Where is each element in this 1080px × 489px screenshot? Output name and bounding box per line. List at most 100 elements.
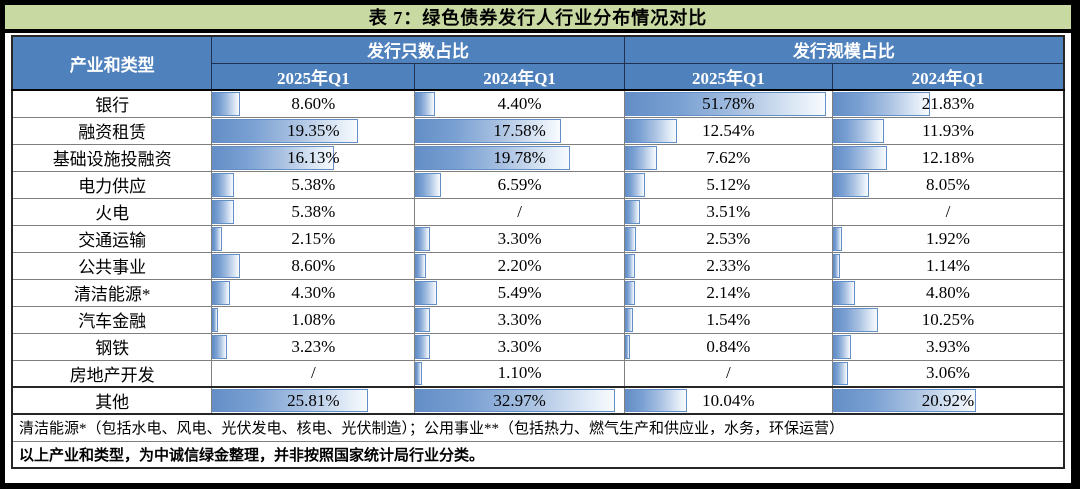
- data-cell: 10.25%: [832, 305, 1065, 334]
- data-cell: 8.60%: [211, 251, 416, 280]
- data-cell: 4.80%: [832, 278, 1065, 307]
- data-cell: 2.33%: [623, 251, 834, 280]
- data-bar: [212, 307, 219, 332]
- data-bar: [212, 172, 234, 197]
- data-cell: 3.06%: [832, 359, 1065, 388]
- cell-value: 1.14%: [926, 255, 970, 275]
- cell-value: 8.60%: [291, 93, 336, 113]
- table-title: 表 7：绿色债券发行人行业分布情况对比: [5, 5, 1071, 33]
- cell-value: 2.15%: [291, 228, 336, 248]
- data-cell: /: [623, 359, 834, 388]
- data-cell: 4.30%: [211, 278, 416, 307]
- data-bar: [415, 253, 426, 278]
- cell-value: 21.83%: [921, 93, 975, 113]
- row-label: 清洁能源*: [11, 278, 213, 307]
- data-bar: [625, 253, 636, 278]
- data-bar: [415, 361, 422, 385]
- cell-value: 3.93%: [926, 336, 970, 356]
- row-label: 汽车金融: [11, 305, 213, 334]
- data-bar: [625, 145, 657, 170]
- table-row: 电力供应 5.38% 6.59% 5.12% 8.05%: [11, 170, 1065, 199]
- data-bar: [212, 226, 223, 251]
- data-cell: 1.92%: [832, 224, 1065, 253]
- data-cell: 5.38%: [211, 197, 416, 226]
- cell-value: 3.30%: [497, 336, 542, 356]
- table-row: 融资租赁 19.35% 17.58% 12.54% 11.93%: [11, 116, 1065, 145]
- cell-value: 3.23%: [291, 336, 336, 356]
- cell-value: 3.30%: [497, 309, 542, 329]
- table-row: 公共事业 8.60% 2.20% 2.33% 1.14%: [11, 251, 1065, 280]
- data-cell: 10.04%: [623, 386, 834, 415]
- data-bar: [833, 226, 843, 251]
- table-row: 银行 8.60% 4.40% 51.78% 21.83%: [11, 89, 1065, 118]
- cell-value: 0.84%: [706, 336, 751, 356]
- data-cell: 1.10%: [414, 359, 625, 388]
- cell-value: 7.62%: [706, 147, 751, 167]
- data-cell: 16.13%: [211, 143, 416, 172]
- cell-value: 2.20%: [497, 255, 542, 275]
- table-wrap: 产业和类型 发行只数占比 发行规模占比 2025年Q1 2024年Q1 2025…: [11, 35, 1065, 469]
- data-bar: [833, 280, 855, 305]
- data-cell: 20.92%: [832, 386, 1065, 415]
- data-cell: 25.81%: [211, 386, 416, 415]
- table-row: 清洁能源* 4.30% 5.49% 2.14% 4.80%: [11, 278, 1065, 307]
- data-bar: [415, 389, 616, 412]
- cell-value: 11.93%: [922, 120, 974, 140]
- data-bar: [625, 226, 637, 251]
- data-bar: [415, 118, 562, 143]
- cell-value: 8.60%: [291, 255, 336, 275]
- data-cell: 2.53%: [623, 224, 834, 253]
- data-bar: [415, 334, 430, 359]
- data-bar: [625, 199, 641, 224]
- data-cell: 19.35%: [211, 116, 416, 145]
- data-cell: 3.23%: [211, 332, 416, 361]
- cell-value: 1.08%: [291, 309, 336, 329]
- data-cell: 8.05%: [832, 170, 1065, 199]
- cell-value: /: [517, 201, 522, 221]
- row-label: 银行: [11, 89, 213, 118]
- cell-value: 2.14%: [706, 282, 751, 302]
- cell-value: 10.25%: [921, 309, 975, 329]
- cell-value: 4.80%: [926, 282, 970, 302]
- data-cell: 32.97%: [414, 386, 625, 415]
- data-cell: 5.12%: [623, 170, 834, 199]
- data-cell: 3.93%: [832, 332, 1065, 361]
- cell-value: 25.81%: [287, 390, 340, 410]
- year-header-count-2024: 2024年Q1: [414, 62, 625, 91]
- cell-value: 6.59%: [497, 174, 542, 194]
- data-bar: [212, 389, 368, 412]
- cell-value: 51.78%: [702, 93, 755, 113]
- data-bar: [415, 92, 436, 116]
- group-header-count: 发行只数占比: [211, 35, 625, 64]
- data-bar: [625, 118, 677, 143]
- cell-value: 5.38%: [291, 174, 336, 194]
- data-cell: 12.54%: [623, 116, 834, 145]
- data-bar: [625, 172, 646, 197]
- table-row: 钢铁 3.23% 3.30% 0.84% 3.93%: [11, 332, 1065, 361]
- table-row: 其他 25.81% 32.97% 10.04% 20.92%: [11, 386, 1065, 415]
- data-bar: [212, 118, 358, 143]
- data-cell: 8.60%: [211, 89, 416, 118]
- cell-value: 10.04%: [702, 390, 755, 410]
- data-cell: 2.14%: [623, 278, 834, 307]
- cell-value: 5.38%: [291, 201, 336, 221]
- table-row: 火电 5.38% / 3.51% /: [11, 197, 1065, 226]
- data-bar: [625, 280, 636, 305]
- data-bar: [833, 334, 852, 359]
- year-header-scale-2025: 2025年Q1: [623, 62, 834, 91]
- row-label: 火电: [11, 197, 213, 226]
- table-notes: 清洁能源*（包括水电、风电、光伏发电、核电、光伏制造）；公用事业**（包括热力、…: [11, 413, 1065, 469]
- cell-value: 4.40%: [497, 93, 542, 113]
- data-bar: [415, 226, 430, 251]
- cell-value: 3.30%: [497, 228, 542, 248]
- cell-value: 4.30%: [291, 282, 336, 302]
- cell-value: 3.06%: [926, 363, 970, 383]
- cell-value: 5.49%: [497, 282, 542, 302]
- data-bar: [833, 118, 884, 143]
- cell-value: 1.10%: [497, 363, 542, 383]
- cell-value: 1.92%: [926, 228, 970, 248]
- cell-value: /: [311, 363, 316, 383]
- industry-distribution-table: 产业和类型 发行只数占比 发行规模占比 2025年Q1 2024年Q1 2025…: [11, 35, 1065, 469]
- data-bar: [415, 172, 442, 197]
